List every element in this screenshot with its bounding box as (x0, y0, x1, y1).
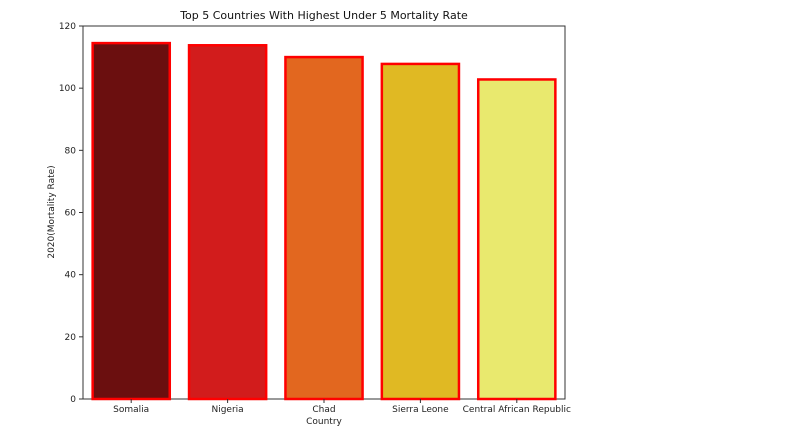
x-tick-label: Nigeria (211, 405, 243, 415)
y-tick-label: 40 (65, 271, 77, 281)
x-tick-label: Somalia (113, 405, 149, 415)
y-tick-label: 120 (59, 22, 76, 32)
y-tick-label: 60 (65, 209, 77, 219)
bar-sierra-leone (380, 62, 461, 401)
y-tick-label: 0 (70, 395, 76, 405)
x-axis-label: Country (306, 417, 342, 427)
bar-nigeria (187, 44, 268, 401)
y-tick-label: 20 (65, 333, 77, 343)
x-tick-label: Central African Republic (463, 405, 571, 415)
y-tick-label: 80 (65, 146, 77, 156)
bar-chad (284, 55, 364, 401)
x-tick-label: Chad (312, 405, 335, 415)
x-tick-label: Sierra Leone (392, 405, 449, 415)
bar-somalia (91, 41, 172, 401)
chart-title: Top 5 Countries With Highest Under 5 Mor… (179, 9, 468, 22)
y-axis-label: 2020(Mortality Rate) (47, 165, 57, 258)
y-tick-label: 100 (59, 84, 76, 94)
bar-central-african-republic (476, 78, 557, 401)
plot-area: 0 20 40 60 80 100 120 Somalia Nigeria Chad Sierra … (59, 22, 571, 415)
